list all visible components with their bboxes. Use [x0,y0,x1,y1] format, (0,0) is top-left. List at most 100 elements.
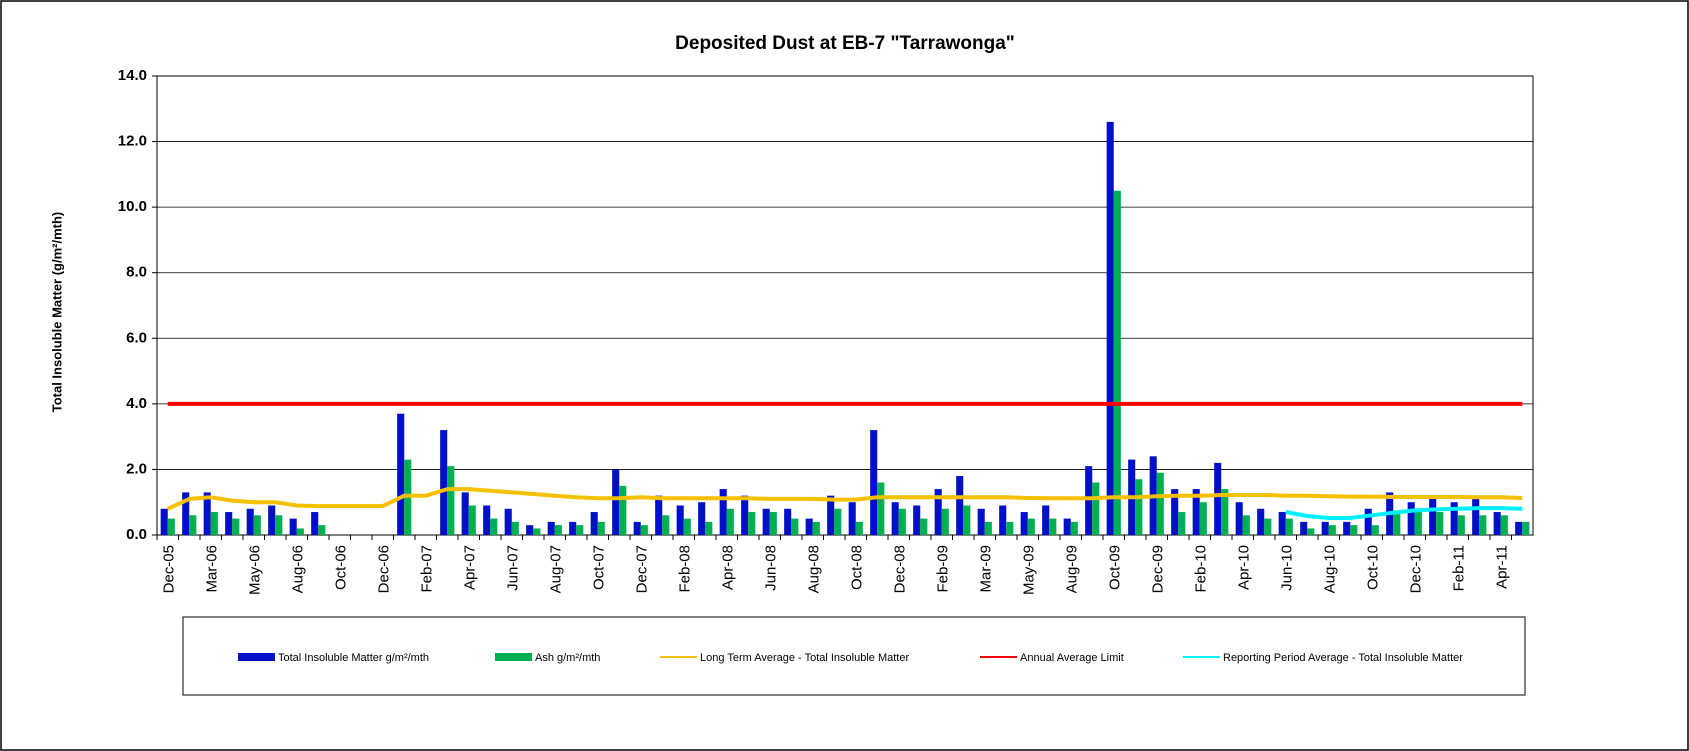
y-tick-label: 6.0 [126,329,147,346]
bar [898,508,906,535]
bar [655,495,663,535]
chart-title: Deposited Dust at EB-7 "Tarrawonga" [675,33,1015,54]
bar [526,525,534,535]
bar [275,515,283,535]
bar [1178,512,1186,535]
bar [963,505,971,535]
legend-label: Total Insoluble Matter g/m²/mth [278,652,429,664]
bar [748,512,756,535]
bar [289,518,297,535]
bar [1436,512,1444,535]
bar [1407,502,1415,535]
legend-label: Ash g/m²/mth [535,652,600,664]
bar [533,528,541,535]
x-tick-label: Aug-06 [290,545,307,593]
bar [1479,515,1487,535]
bar [1328,525,1336,535]
bar [1364,508,1372,535]
x-tick-label: Oct-07 [591,545,608,590]
x-tick-label: Apr-08 [720,545,737,590]
legend-label: Long Term Average - Total Insoluble Matt… [700,652,909,664]
legend-label: Annual Average Limit [1020,652,1124,664]
bar [547,521,555,535]
y-tick-label: 12.0 [118,133,147,150]
bar [576,525,584,535]
y-tick-label: 0.0 [126,526,147,543]
bar [1156,472,1164,535]
bar [1221,489,1229,535]
bar [1414,512,1422,535]
legend-label: Reporting Period Average - Total Insolub… [1223,652,1463,664]
bar [1500,515,1508,535]
bar [920,518,928,535]
line-series [1285,506,1523,520]
bar [683,518,691,535]
bar [1278,512,1286,535]
bar [167,518,175,535]
bar [1257,508,1265,535]
bar [1285,518,1293,535]
bar [726,508,734,535]
bar [1371,525,1379,535]
x-tick-label: Dec-09 [1150,545,1167,593]
y-tick-label: 14.0 [118,67,147,84]
x-tick-label: Apr-07 [462,545,479,590]
bar [1307,528,1315,535]
bar [784,508,792,535]
bar [397,413,405,535]
x-tick-label: May-06 [247,545,264,595]
bar [268,505,276,535]
bar [468,505,476,535]
bar [1063,518,1071,535]
bar [1135,479,1143,535]
bar [203,492,211,535]
x-tick-label: Dec-05 [161,545,178,593]
y-tick-label: 8.0 [126,264,147,281]
bar [984,521,992,535]
bar [1450,502,1458,535]
bar [698,502,706,535]
bar [1113,190,1121,535]
bar [1493,512,1501,535]
x-tick-label: Jun-10 [1279,545,1296,591]
bar [870,430,878,535]
bar [676,505,684,535]
bar [1106,121,1114,536]
bar [891,502,899,535]
x-tick-label: Feb-11 [1451,545,1468,591]
x-tick-label: Dec-06 [376,545,393,593]
bar [597,521,605,535]
bar [1085,466,1093,535]
x-tick-label: Oct-10 [1365,545,1382,590]
bar [791,518,799,535]
x-tick-label: Feb-09 [935,545,952,593]
bar [612,469,620,535]
bar [1264,518,1272,535]
y-tick-label: 4.0 [126,395,147,412]
bar [447,466,455,535]
bar [1192,489,1200,535]
x-tick-label: Aug-07 [548,545,565,593]
line-series [166,487,1523,511]
bar [1020,512,1028,535]
bar [182,492,190,535]
bar [662,515,670,535]
bar [1049,518,1057,535]
bar [977,508,985,535]
x-tick-label: Dec-10 [1408,545,1425,593]
bar [225,512,233,535]
bar [1006,521,1014,535]
bar [490,518,498,535]
x-tick-label: Apr-11 [1494,545,1511,589]
bar [812,521,820,535]
bar [554,525,562,535]
x-tick-label: Dec-08 [892,545,909,593]
bar [504,508,512,535]
bar [1350,525,1358,535]
bar [877,482,885,535]
bar [913,505,921,535]
bar [1457,515,1465,535]
x-tick-label: Aug-10 [1322,545,1339,593]
bar [318,525,326,535]
